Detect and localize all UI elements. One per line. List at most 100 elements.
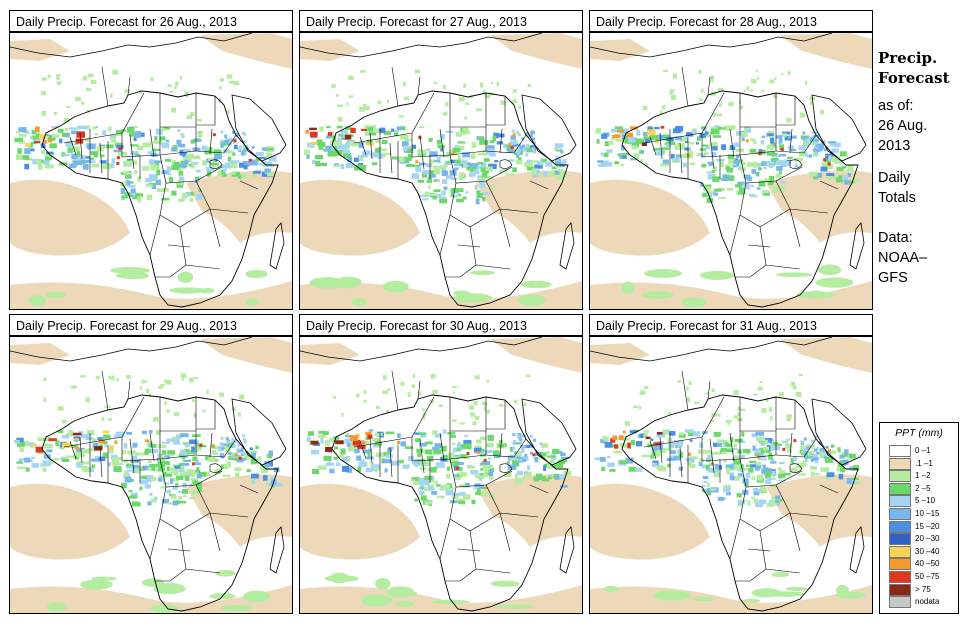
rain-cell <box>836 467 844 472</box>
rain-cell <box>427 468 434 472</box>
rain-cell <box>132 196 138 200</box>
rain-cell <box>603 152 609 158</box>
rain-cell <box>329 468 335 474</box>
legend-swatch <box>889 445 911 457</box>
rain-cell <box>273 467 280 473</box>
rain-cell <box>45 436 51 442</box>
rain-cell <box>445 155 450 158</box>
rain-cell <box>414 432 420 435</box>
rain-belt <box>304 69 567 205</box>
rain-cell <box>829 141 837 147</box>
rain-cell <box>91 464 96 468</box>
rain-cell <box>617 153 627 156</box>
rain-cell <box>436 156 441 163</box>
rain-cell <box>186 473 191 477</box>
rain-cell <box>764 178 770 182</box>
rain-cell <box>226 109 230 114</box>
rain-cell <box>477 488 481 494</box>
rain-cell <box>458 461 465 465</box>
rain-cell <box>158 385 164 389</box>
rain-cell <box>753 140 757 145</box>
rain-cell <box>230 160 240 163</box>
rain-cell <box>554 170 561 175</box>
rain-cell <box>437 144 445 149</box>
rain-cell <box>794 163 799 168</box>
africa-map-svg <box>10 33 292 309</box>
rain-cell <box>192 478 198 485</box>
rain-cell <box>178 170 184 176</box>
rain-cell <box>787 448 793 453</box>
rain-cell <box>25 467 30 472</box>
rain-cell <box>737 412 741 417</box>
heavy-rain-cell <box>512 133 516 137</box>
rain-cell <box>194 471 199 476</box>
rain-cell <box>790 381 796 387</box>
lake-victoria <box>789 463 803 473</box>
rain-cell <box>132 464 139 469</box>
rain-cell <box>710 79 714 83</box>
rain-cell <box>720 447 725 451</box>
rain-cell <box>635 441 643 447</box>
heavy-rain-cell <box>655 140 659 144</box>
rain-cell <box>82 163 89 170</box>
rain-cell <box>446 151 451 156</box>
indian-ocean-drizzle <box>766 474 872 547</box>
country-border <box>775 166 803 182</box>
rain-cell <box>179 133 184 136</box>
rain-cell <box>470 163 479 168</box>
rain-cell <box>473 400 478 406</box>
rain-cell <box>814 448 818 452</box>
rain-cell <box>545 161 553 167</box>
rain-cell <box>161 142 170 149</box>
rain-cell <box>831 450 836 455</box>
southern-rain-cell <box>815 277 854 288</box>
southern-rain-cell <box>375 577 391 590</box>
rain-cell <box>522 144 526 148</box>
rain-cell <box>33 138 41 143</box>
rain-cell <box>37 437 44 442</box>
rain-cell <box>402 82 406 87</box>
rain-cell <box>452 492 461 497</box>
country-border <box>389 446 393 478</box>
rain-cell <box>821 161 827 168</box>
atlantic-drizzle <box>590 483 710 560</box>
rain-cell <box>255 158 260 161</box>
rain-cell <box>164 159 172 162</box>
rain-cell <box>766 151 775 156</box>
heavy-rain-cell <box>325 446 333 452</box>
rain-cell <box>324 441 330 446</box>
country-border <box>419 438 425 474</box>
rain-cell <box>161 444 167 449</box>
rain-cell <box>238 174 242 179</box>
rain-cell <box>232 152 236 156</box>
rain-cell <box>325 145 332 152</box>
rain-cell <box>337 104 343 107</box>
rain-cell <box>424 479 430 486</box>
rain-cell <box>376 405 380 410</box>
rain-cell <box>480 452 486 457</box>
rain-cell <box>264 168 271 175</box>
rain-cell <box>85 137 91 142</box>
rain-cell <box>420 482 424 487</box>
rain-cell <box>241 150 245 154</box>
country-border <box>167 244 191 248</box>
rain-cell <box>80 433 90 439</box>
rain-cell <box>714 188 722 192</box>
rain-cell <box>552 448 560 454</box>
atlantic-drizzle <box>10 483 130 560</box>
rain-cell <box>414 498 419 502</box>
rain-cell <box>516 456 520 460</box>
rain-cell <box>336 94 340 97</box>
rain-cell <box>558 474 564 480</box>
rain-cell <box>113 434 117 438</box>
country-border <box>445 264 477 278</box>
rain-cell <box>268 450 273 457</box>
rain-cell <box>513 440 517 444</box>
rain-cell <box>713 442 717 447</box>
rain-cell <box>73 142 79 146</box>
heavy-rain-cell <box>646 129 656 136</box>
heavy-rain-cell <box>823 158 827 162</box>
rain-cell <box>483 406 486 411</box>
rain-cell <box>439 198 448 204</box>
rain-cell <box>111 158 116 164</box>
